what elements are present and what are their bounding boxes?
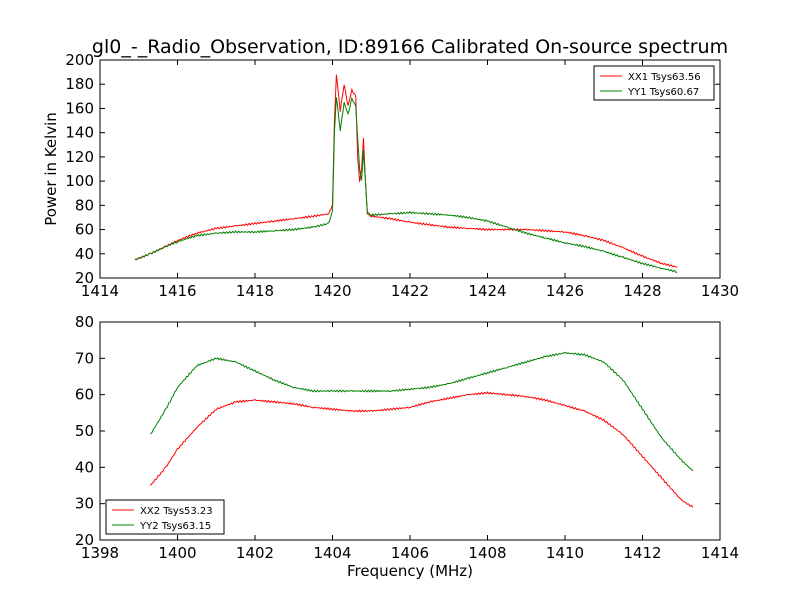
x-tick-label: 1404: [313, 544, 351, 562]
legend-box: [593, 65, 715, 101]
y-tick-label: 50: [75, 422, 94, 440]
x-tick-label: 1426: [546, 282, 584, 300]
legend-label: XX2 Tsys53.23: [140, 506, 213, 517]
series-line-0-1: [134, 96, 678, 274]
x-tick-label: 1402: [236, 544, 274, 562]
legend: XX1 Tsys63.56 YY1 Tsys60.67: [593, 65, 715, 101]
x-tick-label: 1422: [391, 282, 429, 300]
y-tick-label: 200: [65, 51, 94, 69]
x-tick-label: 1410: [546, 544, 584, 562]
y-tick-label: 140: [65, 124, 94, 142]
y-tick-label: 30: [75, 495, 94, 513]
x-tick-label: 1430: [701, 282, 739, 300]
y-tick-label: 80: [75, 196, 94, 214]
y-tick-label: 180: [65, 75, 94, 93]
x-tick-label: 1408: [468, 544, 506, 562]
x-tick-label: 1416: [158, 282, 196, 300]
series-line-1-0: [149, 391, 694, 508]
legend-label: YY1 Tsys60.67: [627, 87, 699, 98]
x-tick-label: 1428: [623, 282, 661, 300]
series-line-1-1: [150, 351, 694, 472]
top-spectrum-panel: 1414 1416 1418 1420 1422 1424 1426 1428 1430 20 40…: [42, 51, 739, 300]
figure-title: gl0_-_Radio_Observation, ID:89166 Calibr…: [92, 36, 728, 58]
x-tick-label: 1406: [391, 544, 429, 562]
bottom-spectrum-panel: 1398 1400 1402 1404 1406 1408 1410 1412 1414 20 30…: [75, 313, 739, 580]
legend-box: [105, 499, 225, 535]
x-tick-label: 1412: [623, 544, 661, 562]
legend-label: YY2 Tsys63.15: [139, 521, 211, 532]
y-tick-label: 80: [75, 313, 94, 331]
y-tick-label: 40: [75, 458, 94, 476]
x-tick-label: 1400: [158, 544, 196, 562]
y-tick-label: 60: [75, 221, 94, 239]
y-axis-label: Power in Kelvin: [42, 112, 60, 226]
y-tick-label: 60: [75, 386, 94, 404]
legend-label: XX1 Tsys63.56: [628, 72, 701, 83]
y-tick-label: 20: [75, 531, 94, 549]
legend: XX2 Tsys53.23 YY2 Tsys63.15: [105, 499, 225, 535]
x-tick-label: 1414: [81, 282, 119, 300]
x-tick-label: 1420: [313, 282, 351, 300]
y-tick-label: 20: [75, 269, 94, 287]
x-axis-label: Frequency (MHz): [347, 562, 473, 580]
series-line-0-0: [134, 74, 678, 268]
x-tick-label: 1418: [236, 282, 274, 300]
y-tick-label: 100: [65, 172, 94, 190]
x-tick-label: 1424: [468, 282, 506, 300]
y-tick-label: 70: [75, 349, 94, 367]
y-tick-label: 160: [65, 99, 94, 117]
x-tick-label: 1398: [81, 544, 119, 562]
y-tick-label: 40: [75, 245, 94, 263]
y-tick-label: 120: [65, 148, 94, 166]
x-tick-label: 1414: [701, 544, 739, 562]
